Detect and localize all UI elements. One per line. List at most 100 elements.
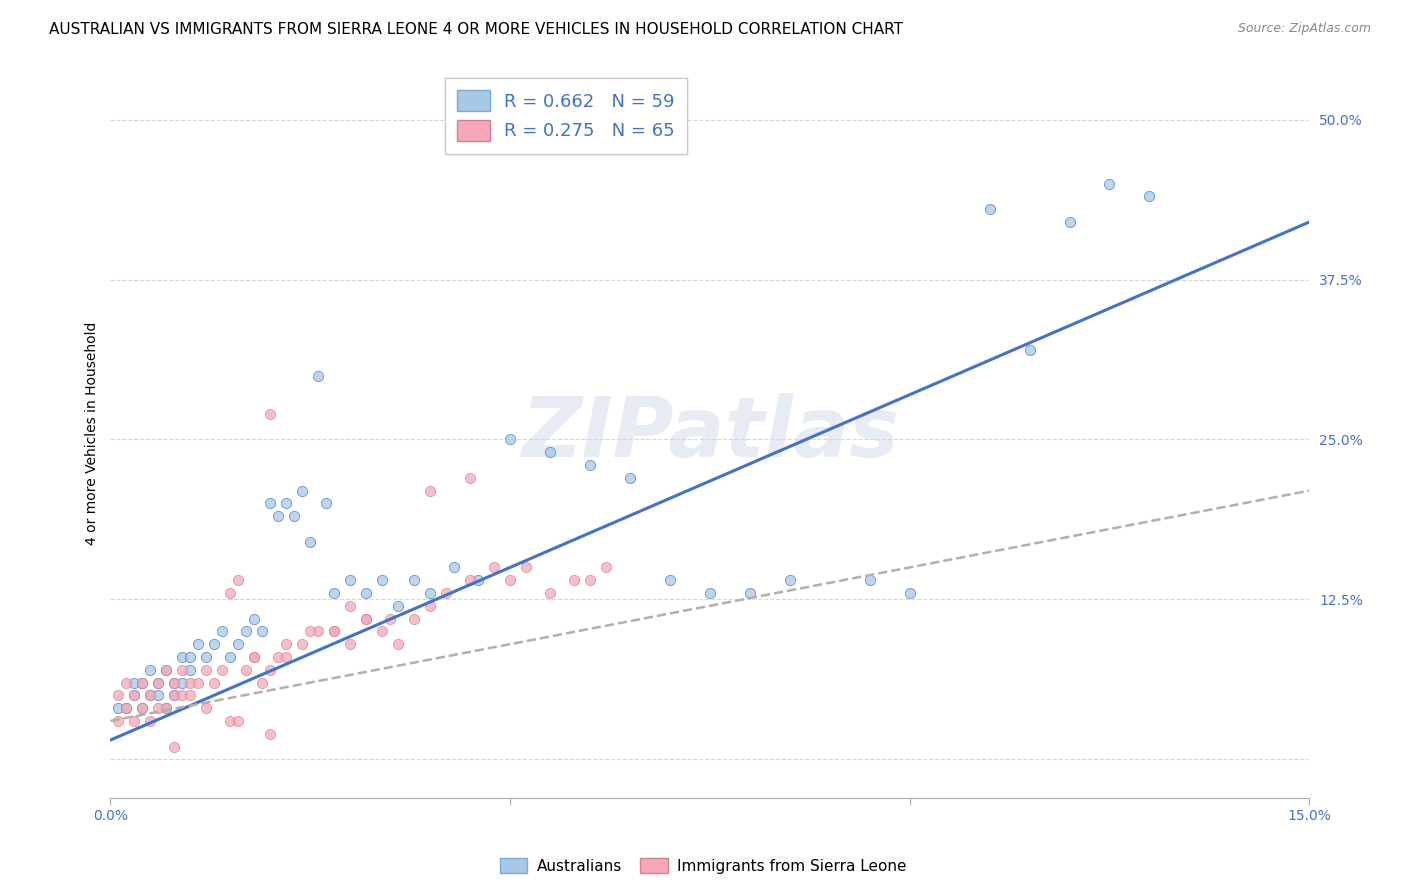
Point [579,573,602,587]
Point [243,650,266,665]
Point [339,637,361,651]
Point [434,586,457,600]
Point [107,701,129,715]
Point [219,650,242,665]
Text: ZIPatlas: ZIPatlas [520,392,898,474]
Point [619,471,641,485]
Point [226,637,249,651]
Text: Source: ZipAtlas.com: Source: ZipAtlas.com [1237,22,1371,36]
Point [107,689,129,703]
Point [404,611,426,625]
Point [1018,343,1040,357]
Point [179,675,201,690]
Point [235,663,257,677]
Point [139,663,162,677]
Point [172,689,194,703]
Point [299,624,322,639]
Point [179,650,201,665]
Point [1098,177,1121,191]
Point [419,483,441,498]
Point [419,599,441,613]
Point [219,586,242,600]
Point [339,599,361,613]
Point [499,433,522,447]
Point [323,624,346,639]
Point [226,573,249,587]
Point [562,573,585,587]
Point [195,650,218,665]
Point [482,560,505,574]
Point [172,663,194,677]
Legend: Australians, Immigrants from Sierra Leone: Australians, Immigrants from Sierra Leon… [494,852,912,880]
Point [124,689,146,703]
Point [107,714,129,728]
Point [115,701,138,715]
Point [259,663,281,677]
Point [579,458,602,472]
Point [658,573,681,587]
Point [179,689,201,703]
Point [267,650,290,665]
Point [699,586,721,600]
Point [195,663,218,677]
Point [323,586,346,600]
Point [148,675,170,690]
Point [155,663,177,677]
Point [315,496,337,510]
Point [1059,215,1081,229]
Point [124,714,146,728]
Point [115,675,138,690]
Point [515,560,537,574]
Point [779,573,801,587]
Point [259,727,281,741]
Point [179,663,201,677]
Point [259,496,281,510]
Point [499,573,522,587]
Point [187,637,209,651]
Point [467,573,489,587]
Point [371,624,394,639]
Point [299,534,322,549]
Point [226,714,249,728]
Point [163,689,186,703]
Point [378,611,401,625]
Point [211,663,233,677]
Point [458,471,481,485]
Point [124,689,146,703]
Point [307,624,329,639]
Point [155,663,177,677]
Point [538,586,561,600]
Point [202,637,225,651]
Point [243,650,266,665]
Point [163,739,186,754]
Point [211,624,233,639]
Point [595,560,617,574]
Legend: R = 0.662   N = 59, R = 0.275   N = 65: R = 0.662 N = 59, R = 0.275 N = 65 [444,78,688,153]
Point [131,675,153,690]
Point [195,701,218,715]
Point [276,650,298,665]
Point [139,714,162,728]
Point [979,202,1001,217]
Point [291,637,314,651]
Point [354,611,377,625]
Point [307,368,329,383]
Y-axis label: 4 or more Vehicles in Household: 4 or more Vehicles in Household [86,321,100,545]
Point [387,599,409,613]
Point [124,675,146,690]
Point [243,611,266,625]
Point [276,637,298,651]
Point [172,675,194,690]
Point [404,573,426,587]
Point [339,573,361,587]
Point [276,496,298,510]
Point [291,483,314,498]
Point [163,675,186,690]
Point [131,701,153,715]
Point [354,586,377,600]
Point [187,675,209,690]
Point [323,624,346,639]
Point [538,445,561,459]
Point [155,701,177,715]
Point [267,509,290,524]
